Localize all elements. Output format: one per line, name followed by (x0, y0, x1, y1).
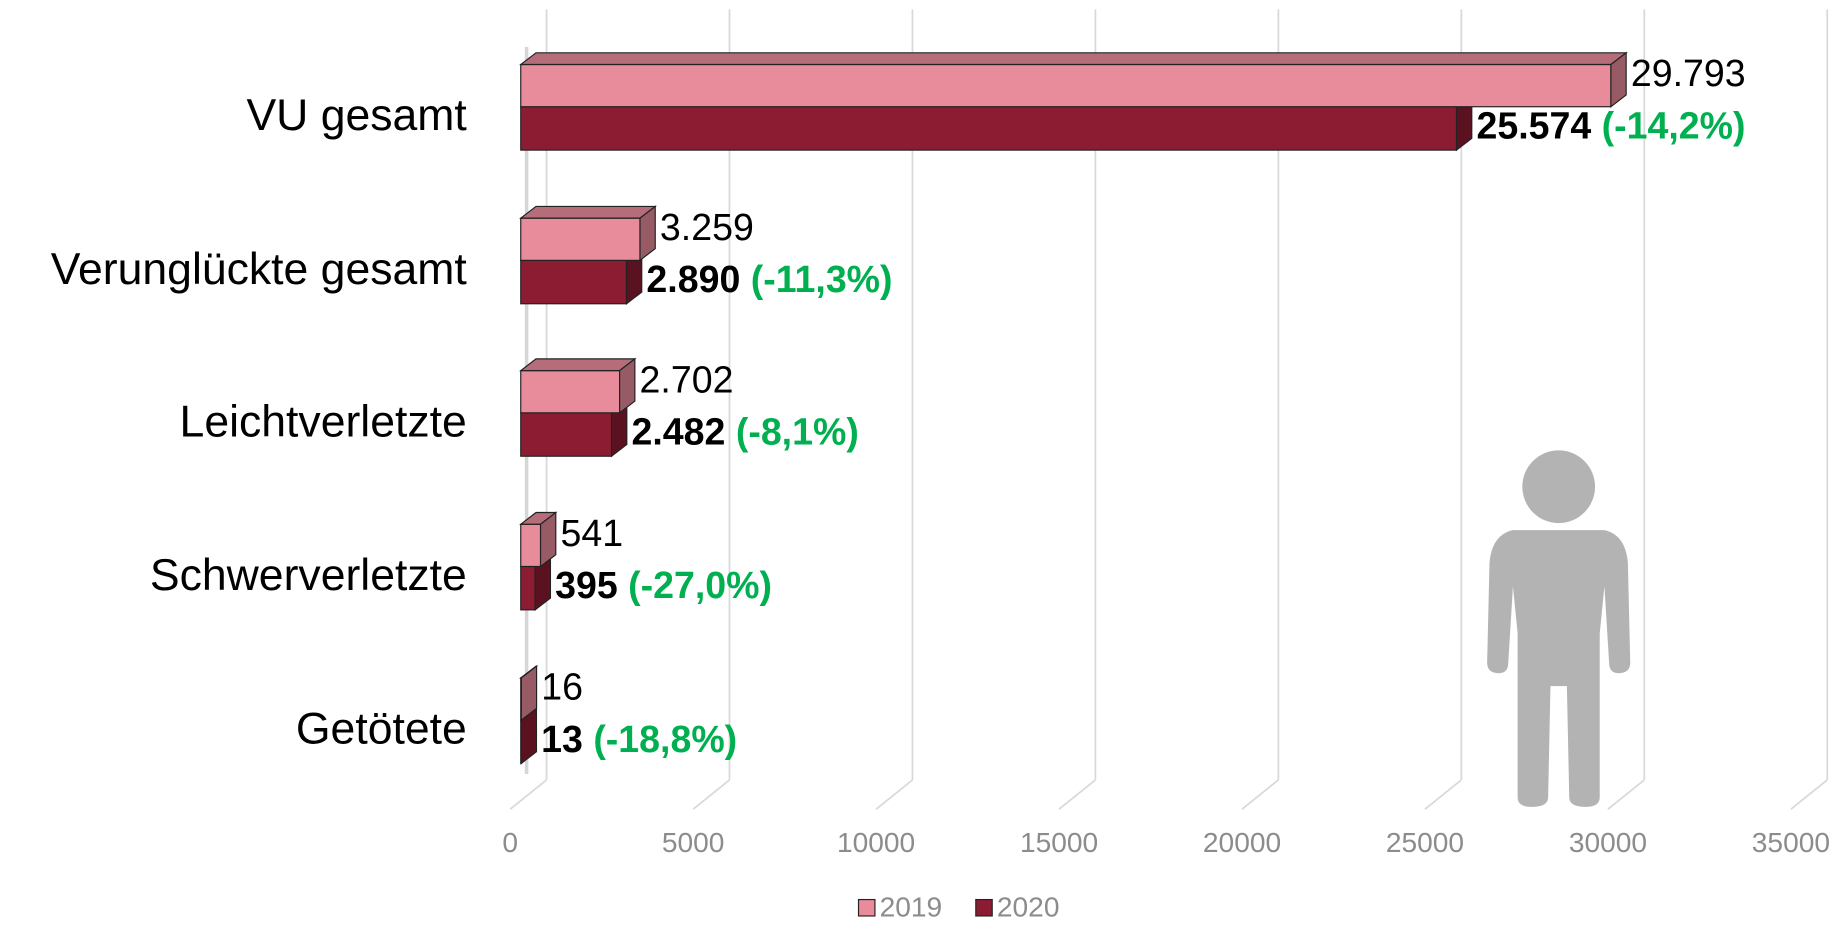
x-tick-label: 20000 (1203, 827, 1281, 858)
bar-side (639, 205, 656, 262)
category-label: Getötete (296, 705, 467, 754)
change-label: (-27,0%) (628, 564, 772, 606)
value-label: 16 (541, 666, 583, 708)
bar-top (519, 52, 1628, 66)
bar-top (519, 358, 637, 372)
bar-front (520, 259, 628, 305)
x-tick-label: 30000 (1569, 827, 1647, 858)
category-label: Leichtverletzte (180, 397, 467, 446)
x-tick-label: 5000 (662, 827, 725, 858)
legend-swatch (857, 898, 876, 917)
bar-top (519, 205, 657, 219)
change-label: (-11,3%) (751, 258, 893, 300)
value-label: 2.890 (-11,3%) (646, 258, 892, 300)
value-label: 29.793 (1631, 52, 1746, 94)
value-label: 13 (-18,8%) (541, 718, 737, 760)
person-icon (1487, 450, 1631, 807)
category-label: Schwerverletzte (150, 551, 467, 600)
value-label-number: 395 (555, 564, 618, 606)
value-label: 2.702 (640, 358, 734, 400)
bar (520, 93, 1473, 152)
value-label-number: 29.793 (1631, 52, 1746, 94)
floor-line (1607, 779, 1645, 810)
bar-front (520, 565, 536, 611)
floor-line (1058, 779, 1096, 810)
bar-front (520, 63, 1612, 108)
bar (519, 664, 539, 722)
bar (519, 511, 558, 568)
x-tick-label: 25000 (1386, 827, 1464, 858)
legend-label: 2019 (880, 891, 943, 922)
value-label: 2.482 (-8,1%) (632, 410, 859, 452)
bar-front (520, 523, 542, 568)
x-tick-label: 0 (502, 827, 518, 858)
value-label-number: 2.890 (646, 258, 740, 300)
legend-swatch (975, 898, 993, 917)
value-label: 25.574 (-14,2%) (1476, 104, 1745, 146)
x-tick-label: 35000 (1752, 827, 1830, 858)
value-label-number: 2.482 (632, 410, 726, 452)
bar-front (520, 370, 621, 414)
legend-label: 2020 (997, 891, 1060, 922)
change-label: (-14,2%) (1602, 104, 1746, 146)
bar-side (619, 357, 636, 415)
category-label: VU gesamt (246, 91, 467, 140)
x-tick-label: 15000 (1020, 827, 1098, 858)
floor-line (1424, 779, 1462, 810)
value-label-number: 13 (541, 718, 583, 760)
category-label: Verunglückte gesamt (51, 245, 468, 294)
floor-line (1790, 779, 1828, 810)
value-label: 395 (-27,0%) (555, 564, 772, 606)
floor-line (875, 779, 914, 810)
floor-line (1241, 779, 1279, 810)
bar (519, 357, 637, 415)
bar (520, 247, 643, 305)
bar (520, 553, 552, 612)
value-label-number: 3.259 (660, 206, 754, 248)
value-label-number: 16 (541, 666, 583, 708)
value-label-number: 25.574 (1476, 104, 1591, 146)
value-label-number: 541 (560, 512, 623, 554)
bar-front (520, 106, 1458, 151)
x-tick-label: 10000 (837, 827, 915, 858)
value-label: 3.259 (660, 206, 754, 248)
value-label-number: 2.702 (640, 358, 734, 400)
floor-line (509, 779, 548, 810)
bar-front (520, 412, 613, 457)
bar-side (1610, 51, 1627, 108)
value-label: 541 (560, 512, 623, 554)
change-label: (-18,8%) (593, 718, 737, 760)
bar (519, 205, 657, 262)
floor-line (692, 779, 731, 810)
bar (520, 399, 628, 458)
change-label: (-8,1%) (736, 410, 859, 452)
bar-side (539, 511, 557, 568)
bar-side (520, 664, 538, 722)
bar-front (520, 217, 641, 261)
bar (519, 51, 1628, 108)
